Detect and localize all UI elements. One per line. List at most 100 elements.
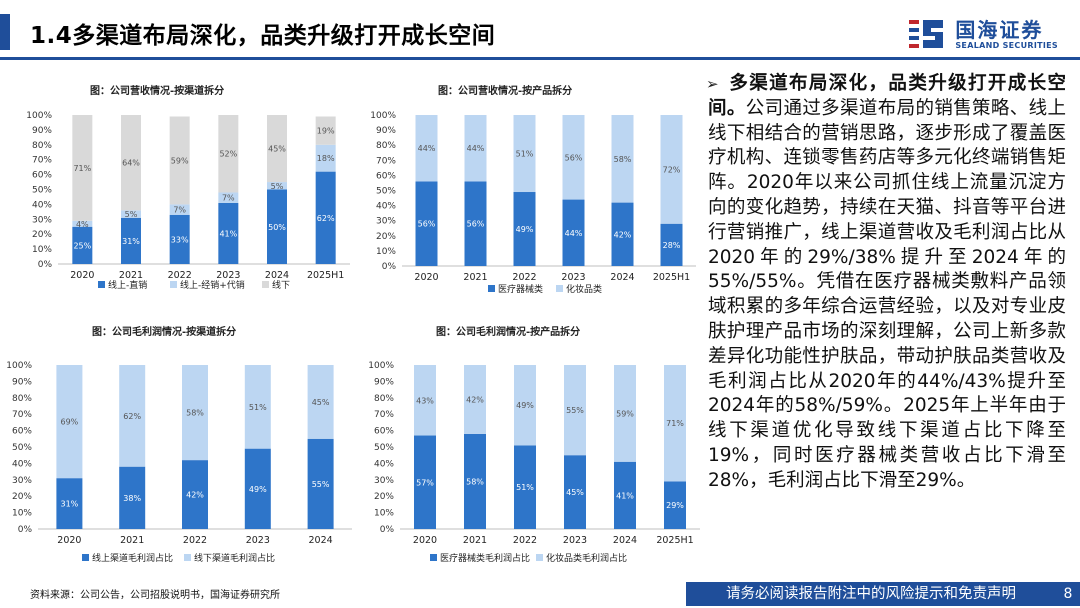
data-label: 71% [666, 419, 684, 428]
logo-english-name: SEALAND SECURITIES [955, 40, 1058, 50]
data-label: 38% [123, 494, 141, 503]
y-tick-label: 20% [12, 492, 32, 502]
y-tick-label: 50% [374, 443, 394, 453]
legend-label: 化妆品类 [566, 283, 602, 295]
legend-label: 化妆品类毛利润占比 [546, 552, 627, 564]
bar-segment [244, 365, 271, 449]
data-label: 51% [249, 403, 267, 412]
data-label: 58% [614, 155, 632, 164]
bar-segment [121, 210, 141, 218]
bar-segment [307, 438, 334, 529]
y-tick-label: 90% [376, 126, 396, 136]
y-tick-label: 20% [374, 492, 394, 502]
y-tick-label: 20% [32, 230, 52, 240]
bar-segment [564, 455, 586, 529]
chart-revenue-by-product: 图：公司营收情况-按产品拆分 0% 10% 20% 30% 40% 50% 60% 70% 80… [360, 74, 700, 299]
data-label: 43% [416, 396, 434, 405]
chart-canvas: 0% 10% 20% 30% 40% 50% 60% 70% 80% 90% 100% 31% 69% 2… [6, 361, 352, 564]
data-label: 42% [186, 491, 204, 500]
data-label: 51% [516, 150, 534, 159]
bar-segment [267, 115, 287, 183]
legend-label: 医疗器械类毛利润占比 [440, 552, 530, 564]
legend-label: 线下 [272, 279, 290, 291]
logo-chinese-name: 国海证券 [955, 17, 1044, 42]
x-tick-label: 2021 [120, 535, 144, 546]
data-label: 55% [566, 406, 584, 415]
bar-segment [562, 199, 585, 266]
legend-swatch [170, 281, 177, 288]
y-tick-label: 0% [380, 525, 395, 535]
legend-label: 线下渠道毛利润占比 [194, 552, 275, 564]
legend-label: 医疗器械类 [498, 283, 543, 295]
bar-segment [315, 171, 336, 264]
disclaimer-banner: 请务必阅读报告附注中的风险提示和免责声明 [686, 582, 1056, 606]
data-label: 56% [467, 220, 485, 229]
bar-segment [72, 115, 93, 221]
legend-swatch [430, 554, 437, 561]
data-label: 41% [616, 491, 634, 500]
brand-logo: 国海证券 SEALAND SECURITIES [907, 16, 1058, 52]
data-label: 45% [566, 488, 584, 497]
y-tick-label: 80% [12, 394, 32, 404]
bar-segment [182, 365, 208, 461]
legend-swatch [556, 285, 563, 292]
y-tick-label: 40% [374, 459, 394, 469]
bar-segment [664, 481, 686, 529]
legend-label: 线上-直销 [108, 279, 147, 291]
data-label: 42% [466, 395, 484, 404]
y-tick-label: 40% [32, 200, 52, 210]
legend-swatch [488, 285, 495, 292]
data-label: 58% [186, 409, 204, 418]
x-tick-label: 2020 [413, 535, 437, 546]
data-label: 45% [312, 398, 330, 407]
x-tick-label: 2020 [70, 270, 94, 281]
y-tick-label: 60% [12, 427, 32, 437]
y-tick-label: 50% [12, 443, 32, 453]
y-tick-label: 30% [32, 215, 52, 225]
y-tick-label: 0% [382, 262, 397, 272]
bar-segment [660, 115, 683, 224]
bar-segment [56, 478, 83, 529]
legend-swatch [262, 281, 269, 288]
bar-segment [218, 115, 239, 193]
bar-segment [315, 116, 336, 145]
y-tick-label: 0% [38, 260, 53, 270]
bar-segment [415, 181, 438, 266]
bar-segment [464, 115, 487, 182]
x-tick-label: 2021 [119, 270, 143, 281]
bar-segment [664, 365, 686, 482]
bar-segment [244, 448, 271, 529]
data-label: 33% [171, 235, 189, 244]
bar-segment [169, 214, 190, 264]
bar-segment [267, 182, 287, 190]
y-tick-label: 60% [374, 427, 394, 437]
bar-segment [121, 217, 141, 264]
y-tick-label: 0% [18, 525, 33, 535]
chart-canvas: 0% 10% 20% 30% 40% 50% 60% 70% 80% 90% 100% 25% 4% 71… [26, 111, 350, 291]
chart-title: 图：公司营收情况-按渠道拆分 [90, 86, 225, 97]
data-label: 57% [416, 478, 434, 487]
data-label: 62% [317, 214, 335, 223]
bar-segment [464, 181, 487, 266]
data-label: 29% [666, 501, 684, 510]
data-label: 52% [219, 150, 237, 159]
bar-segment [56, 365, 83, 479]
bar-segment [182, 460, 208, 529]
x-tick-label: 2023 [246, 535, 270, 546]
y-tick-label: 60% [32, 171, 52, 181]
legend-label: 线上渠道毛利润占比 [92, 552, 173, 564]
data-label: 59% [616, 409, 634, 418]
bar-segment [121, 115, 141, 211]
data-label: 5% [271, 182, 284, 191]
bar-segment [464, 433, 486, 529]
data-label: 31% [61, 500, 79, 509]
bar-segment [611, 115, 634, 203]
y-tick-label: 90% [12, 377, 32, 387]
bar-segment [414, 435, 436, 529]
data-label: 59% [171, 156, 189, 165]
data-label: 44% [565, 229, 583, 238]
bar-segment [119, 466, 146, 529]
data-label: 55% [312, 480, 330, 489]
legend-label: 线上-经销+代销 [180, 279, 245, 291]
chart-title: 图：公司毛利润情况-按产品拆分 [436, 327, 581, 338]
